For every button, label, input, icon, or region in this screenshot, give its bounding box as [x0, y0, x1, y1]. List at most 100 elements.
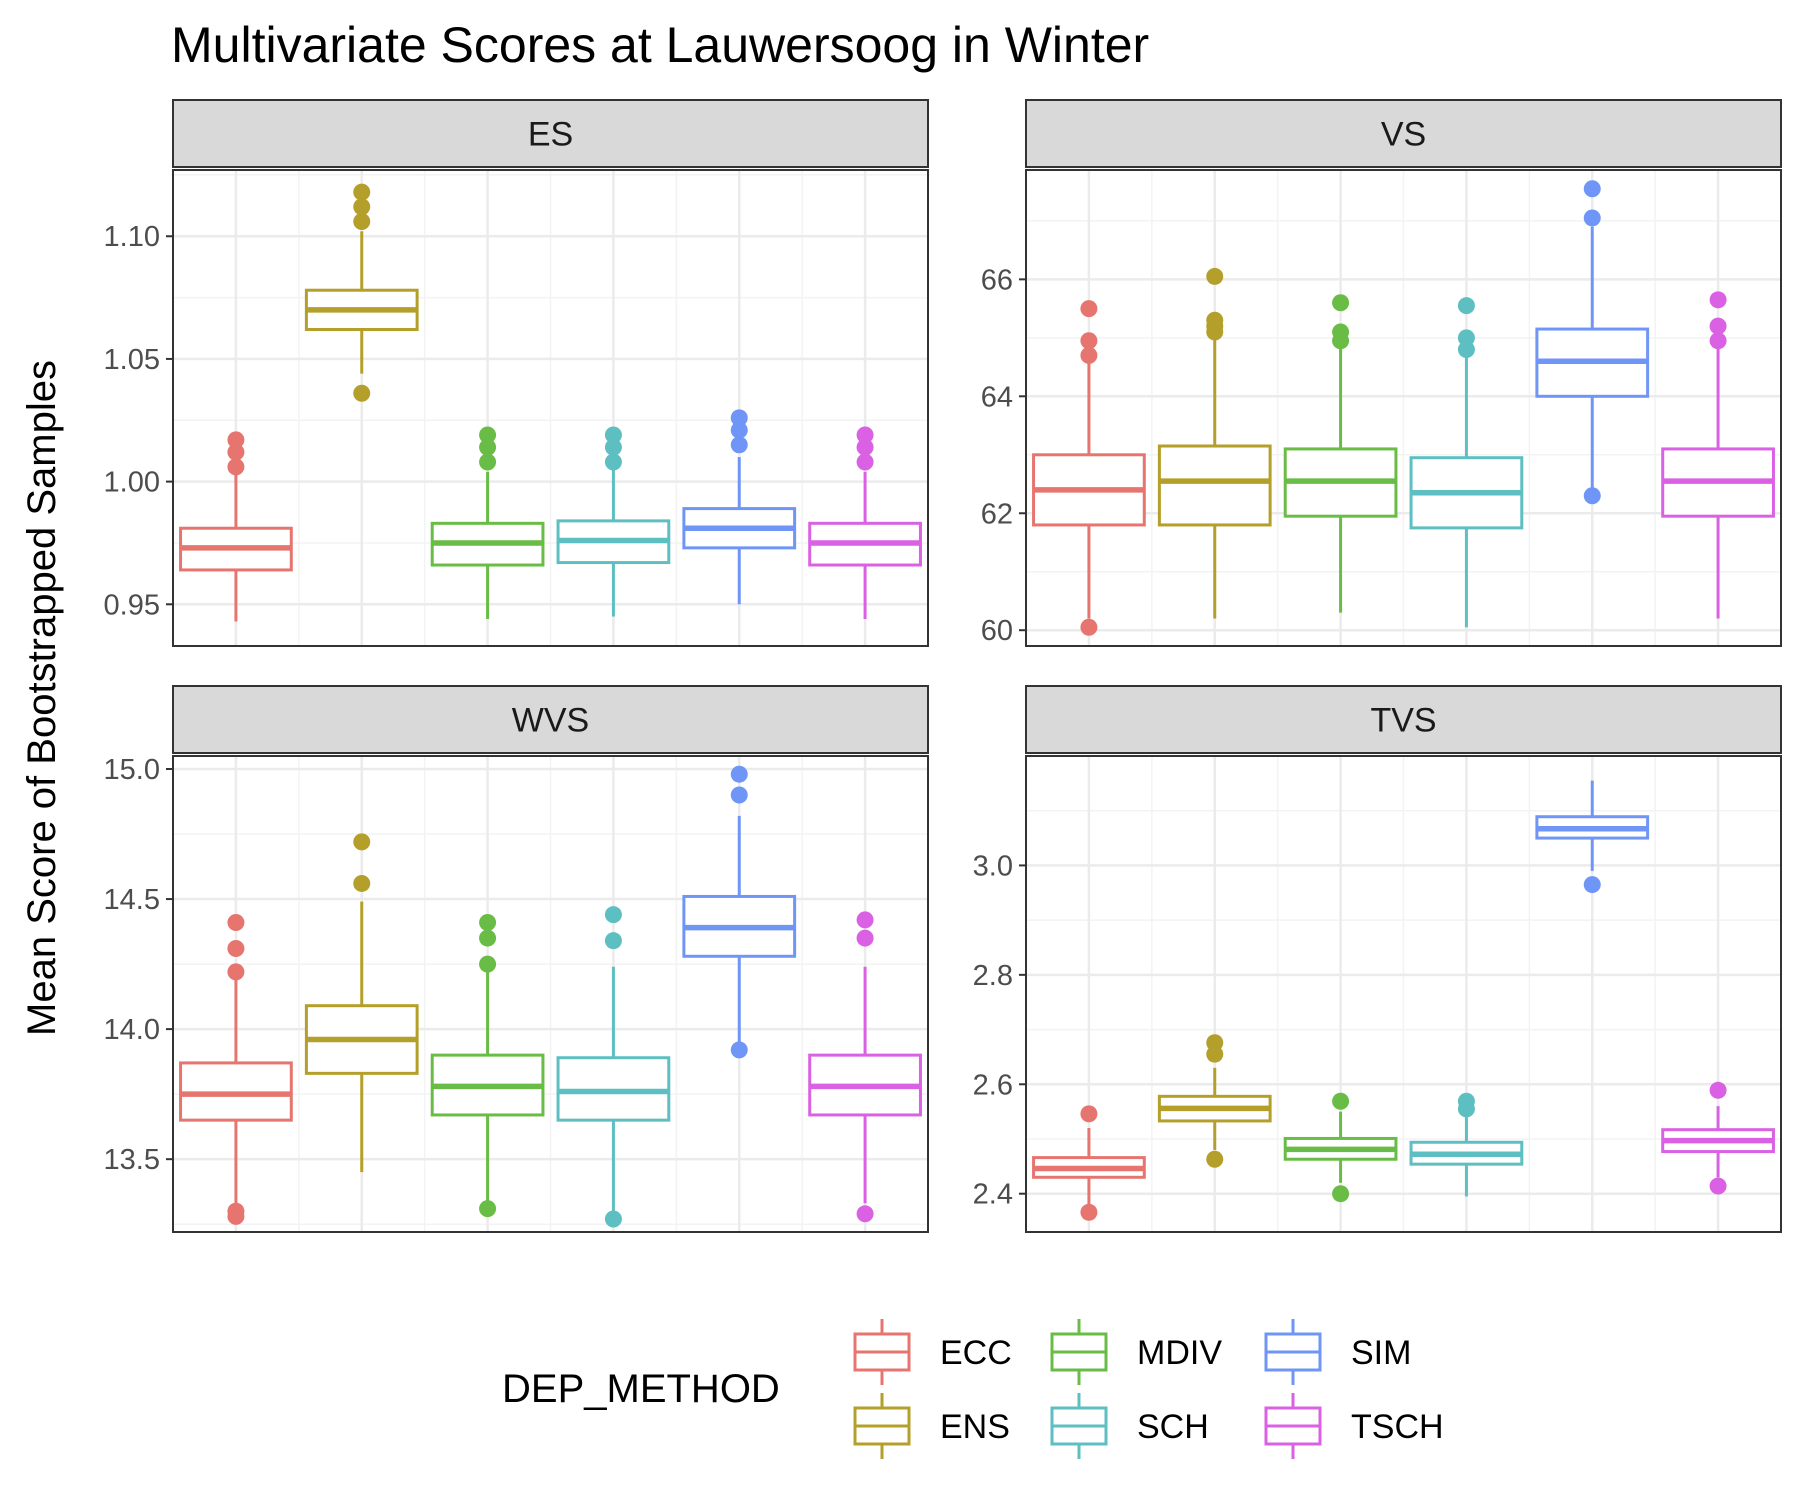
facet-panels: ES 0.95 1.00 1.05 1.10 VS 60 62 64 66 WVS 13.5 14.0 1… [104, 99, 1782, 1233]
facet-strip-label: ES [528, 116, 573, 154]
outlier-point [604, 426, 622, 444]
facet-strip [1025, 685, 1782, 754]
outlier-point [856, 929, 874, 947]
outlier-point [227, 1207, 245, 1225]
panel-wvs: WVS 13.5 14.0 14.5 15.0 [104, 685, 929, 1233]
legend-entry-ecc: ECC [853, 1319, 1012, 1385]
outlier-point [1457, 341, 1475, 359]
panel-border [172, 169, 929, 647]
outlier-point [479, 955, 497, 973]
outlier-point [479, 1200, 497, 1218]
outlier-point [1332, 332, 1350, 350]
outlier-point [1206, 1045, 1224, 1063]
outlier-point [1709, 291, 1727, 309]
panel-border [172, 755, 929, 1233]
outlier-point [1332, 1092, 1350, 1110]
box-sch [1409, 1092, 1524, 1197]
box-sim [682, 409, 797, 605]
outlier-point [353, 198, 371, 216]
outlier-point [730, 1041, 748, 1059]
facet-strip-label: TVS [1370, 702, 1436, 740]
outlier-point [353, 874, 371, 892]
outlier-point [604, 1210, 622, 1228]
outlier-point [227, 431, 245, 449]
box-tsch [1661, 1081, 1775, 1195]
y-tick-label: 2.6 [973, 1069, 1013, 1101]
box-sim [1535, 780, 1650, 894]
box-ecc [179, 431, 293, 622]
facet-strip [1025, 99, 1782, 168]
outlier-point [730, 436, 748, 454]
y-tick-label: 13.5 [104, 1144, 160, 1176]
outlier-point [227, 939, 245, 957]
outlier-point [227, 443, 245, 461]
box-mdiv [1283, 294, 1398, 613]
legend-label: TSCH [1351, 1408, 1444, 1446]
facet-strip-label: WVS [512, 702, 589, 740]
outlier-point [856, 426, 874, 444]
outlier-point [730, 421, 748, 439]
legend-label: MDIV [1137, 1334, 1222, 1372]
outlier-point [1709, 1081, 1727, 1099]
box-tsch [808, 426, 922, 620]
outlier-point [1457, 297, 1475, 315]
y-axis-label: Mean Score of Bootstrapped Samples [20, 360, 64, 1036]
outlier-point [1206, 1150, 1224, 1168]
panel-vs: VS 60 62 64 66 [981, 99, 1782, 647]
facet-strip [172, 685, 929, 754]
box-ecc [1032, 300, 1146, 636]
y-tick-label: 15.0 [104, 754, 160, 786]
panel-border [1025, 755, 1782, 1233]
outlier-point [479, 913, 497, 931]
y-tick-label: 14.5 [104, 884, 160, 916]
box-ecc [179, 913, 293, 1225]
box-sim [1535, 180, 1650, 505]
legend-entry-tsch: TSCH [1264, 1393, 1444, 1459]
outlier-point [353, 183, 371, 201]
outlier-point [479, 453, 497, 471]
legend-label: ENS [940, 1408, 1010, 1446]
outlier-point [479, 438, 497, 456]
outlier-point [1583, 180, 1601, 198]
outlier-point [1709, 1177, 1727, 1195]
outlier-point [1332, 1185, 1350, 1203]
box-sch [556, 426, 671, 617]
box-mdiv [430, 913, 545, 1218]
legend-title: DEP_METHOD [502, 1367, 780, 1411]
outlier-point [1080, 618, 1098, 636]
outlier-point [479, 929, 497, 947]
outlier-point [856, 438, 874, 456]
outlier-point [479, 426, 497, 444]
y-tick-label: 1.00 [104, 467, 160, 499]
box-tsch [1661, 291, 1775, 619]
panel-tvs: TVS 2.4 2.6 2.8 3.0 [973, 685, 1782, 1233]
y-tick-label: 14.0 [104, 1014, 160, 1046]
outlier-point [1080, 346, 1098, 364]
y-tick-label: 1.10 [104, 221, 160, 253]
y-tick-label: 2.8 [973, 960, 1013, 992]
outlier-point [856, 453, 874, 471]
outlier-point [353, 384, 371, 402]
outlier-point [1709, 332, 1727, 350]
outlier-point [1206, 267, 1224, 285]
outlier-point [227, 963, 245, 981]
outlier-point [604, 453, 622, 471]
outlier-point [227, 458, 245, 476]
facet-strip-label: VS [1381, 116, 1426, 154]
y-tick-label: 60 [981, 615, 1013, 647]
box-ecc [1032, 1105, 1146, 1221]
outlier-point [353, 833, 371, 851]
legend-entry-sim: SIM [1264, 1319, 1411, 1385]
outlier-point [604, 906, 622, 924]
box-mdiv [430, 426, 545, 620]
outlier-point [1583, 487, 1601, 505]
outlier-point [353, 213, 371, 231]
outlier-point [1080, 332, 1098, 350]
y-tick-label: 3.0 [973, 850, 1013, 882]
legend-entry-mdiv: MDIV [1050, 1319, 1222, 1385]
y-tick-label: 0.95 [104, 589, 160, 621]
panel-border [1025, 169, 1782, 647]
outlier-point [730, 409, 748, 427]
facet-strip [172, 99, 929, 168]
legend-label: SCH [1137, 1408, 1209, 1446]
